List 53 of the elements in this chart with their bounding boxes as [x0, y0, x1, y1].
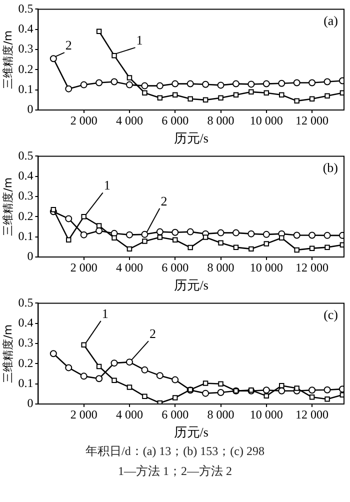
x-tick-label: 12 000 [296, 113, 329, 128]
y-tick-label: 0 [27, 249, 34, 264]
x-tick-label: 4 000 [116, 407, 143, 422]
y-tick-label: 0.3 [18, 188, 34, 203]
series-label: 1 [136, 32, 143, 48]
y-tick-label: 0.1 [18, 376, 34, 390]
x-tick-label: 10 000 [250, 113, 283, 128]
y-tick-label: 0.5 [18, 148, 34, 162]
series-label: 2 [65, 38, 72, 53]
x-tick-label: 12 000 [296, 407, 329, 422]
x-axis-title: 历元/s [174, 130, 208, 146]
text: 1 [102, 306, 108, 321]
y-tick-label: 0.4 [18, 22, 34, 36]
y-tick-label: 0.1 [18, 228, 34, 243]
x-tick-label: 4 000 [116, 260, 143, 274]
x-tick-label: 4 000 [116, 113, 143, 128]
y-tick-label: 0.1 [18, 82, 34, 96]
x-tick-label: 6 000 [162, 113, 189, 128]
y-axis-title: 三维精度/m [1, 177, 14, 236]
y-tick-label: 0 [27, 102, 34, 116]
x-tick-label: 2 000 [70, 260, 98, 274]
annotation: (b) [322, 160, 338, 176]
x-tick-label: 8 000 [207, 113, 234, 128]
text: 1 [104, 178, 110, 193]
x-tick-label: 2 000 [70, 407, 98, 422]
x-tick-label: 10 000 [250, 260, 283, 274]
x-axis-title: 历元/s [174, 278, 208, 293]
y-tick-label: 0.2 [18, 208, 34, 223]
y-tick-label: 0.3 [18, 42, 34, 56]
y-tick-label: 0.3 [18, 336, 34, 350]
text: 1—方法 1；2—方法 2 [117, 463, 233, 480]
x-tick-label: 2 000 [70, 113, 98, 128]
y-tick-label: 0.4 [18, 168, 34, 183]
y-tick-label: 0.2 [18, 62, 34, 76]
x-tick-label: 6 000 [162, 407, 189, 422]
x-tick-label: 8 000 [207, 260, 234, 274]
x-tick-label: 12 000 [296, 260, 329, 274]
y-axis-title: 三维精度/m [1, 30, 14, 89]
y-tick-label: 0.5 [18, 295, 34, 310]
x-tick-label: 10 000 [250, 407, 283, 422]
y-tick-label: 0 [27, 396, 34, 410]
y-tick-label: 0.5 [18, 1, 34, 16]
series-label: 2 [160, 193, 168, 208]
y-tick-label: 0.2 [18, 356, 34, 370]
x-axis-title: 历元/s [174, 424, 208, 440]
text: 2 [149, 326, 156, 341]
annotation: (a) [324, 13, 338, 28]
text: 年积日/d：(a) 13；(b) 153；(c) 298 [84, 443, 266, 460]
x-tick-label: 6 000 [162, 260, 189, 274]
x-tick-label: 8 000 [207, 407, 234, 422]
annotation: (c) [324, 307, 338, 322]
y-tick-label: 0.4 [18, 316, 34, 330]
y-axis-title: 三维精度/m [1, 324, 14, 383]
